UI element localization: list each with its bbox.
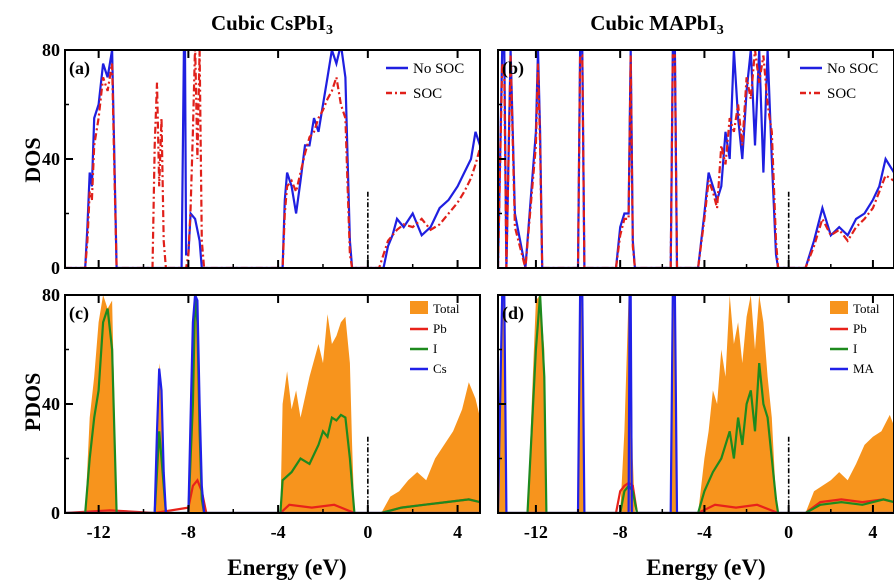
legend-label: I <box>433 341 437 356</box>
legend-label: Total <box>853 301 880 316</box>
panel-a: 0 40 80 (a) No SOC SOC <box>42 40 481 278</box>
series-ma-line-d <box>498 295 894 513</box>
x-tick-label: 0 <box>363 522 372 542</box>
series-soc-line-b <box>498 50 894 268</box>
right-title-main: Cubic MAPbI <box>590 11 717 35</box>
x-tick-label: -8 <box>181 522 196 542</box>
x-tick-label: -8 <box>613 522 628 542</box>
panel-label-d: (d) <box>502 303 524 324</box>
x-tick-label: -4 <box>271 522 286 542</box>
legend-a: No SOC SOC <box>386 61 464 102</box>
axes-frame-a <box>64 49 481 269</box>
series-pb-line-d <box>498 481 894 513</box>
series-cs-line-c <box>65 295 480 513</box>
legend-swatch <box>410 301 428 314</box>
legend-label: SOC <box>827 86 856 102</box>
legend-label: No SOC <box>827 61 878 77</box>
legend-d: Total Pb I MA <box>830 301 880 376</box>
plot-area-a <box>65 50 480 268</box>
series-i-line-d <box>498 295 894 513</box>
x-tick-label: -12 <box>87 522 111 542</box>
legend-c: Total Pb I Cs <box>410 301 460 376</box>
legend-label: I <box>853 341 857 356</box>
panel-label-a: (a) <box>69 58 90 79</box>
left-x-axis-label: Energy (eV) <box>227 555 346 580</box>
left-title-main: Cubic CsPbI <box>211 11 326 35</box>
right-title-subscript: 3 <box>717 23 724 38</box>
top-y-axis-label: DOS <box>20 137 45 182</box>
legend-label: Cs <box>433 361 447 376</box>
legend-label: Pb <box>853 321 867 336</box>
right-x-axis-label: Energy (eV) <box>646 555 765 580</box>
right-column-title: Cubic MAPbI3 <box>590 11 724 38</box>
legend-label: No SOC <box>413 61 464 77</box>
plot-area-d <box>498 295 894 513</box>
legend-label: MA <box>853 361 875 376</box>
panel-d: -12 -8 -4 0 4 (d) Total Pb I MA <box>497 294 894 542</box>
panel-b: (b) No SOC SOC <box>497 49 894 269</box>
series-total-area-d <box>498 295 894 513</box>
panel-label-b: (b) <box>502 58 524 79</box>
x-tick-label: 4 <box>868 522 877 542</box>
legend-label: Total <box>433 301 460 316</box>
series-no-soc-line-b <box>498 50 894 268</box>
y-tick-label: 80 <box>42 40 60 60</box>
y-tick-label: 0 <box>51 258 60 278</box>
y-tick-label: 0 <box>51 503 60 523</box>
bottom-y-axis-label: PDOS <box>20 373 45 432</box>
legend-swatch <box>830 301 848 314</box>
x-tick-label: -4 <box>697 522 712 542</box>
series-soc-line-a <box>65 50 480 268</box>
x-tick-label: 0 <box>784 522 793 542</box>
legend-b: No SOC SOC <box>800 61 878 102</box>
y-tick-label: 40 <box>42 149 60 169</box>
legend-label: Pb <box>433 321 447 336</box>
plot-area-c <box>65 295 480 513</box>
series-no-soc-line-a <box>65 50 480 268</box>
x-tick-label: -12 <box>524 522 548 542</box>
left-title-subscript: 3 <box>326 23 333 38</box>
plot-area-b <box>498 50 894 268</box>
legend-label: SOC <box>413 86 442 102</box>
x-tick-label: 4 <box>453 522 462 542</box>
left-column-title: Cubic CsPbI3 <box>211 11 333 38</box>
y-tick-label: 40 <box>42 394 60 414</box>
panel-label-c: (c) <box>69 303 89 324</box>
axes-frame-b <box>497 49 894 269</box>
y-tick-label: 80 <box>42 285 60 305</box>
series-total-area-c <box>65 295 480 513</box>
